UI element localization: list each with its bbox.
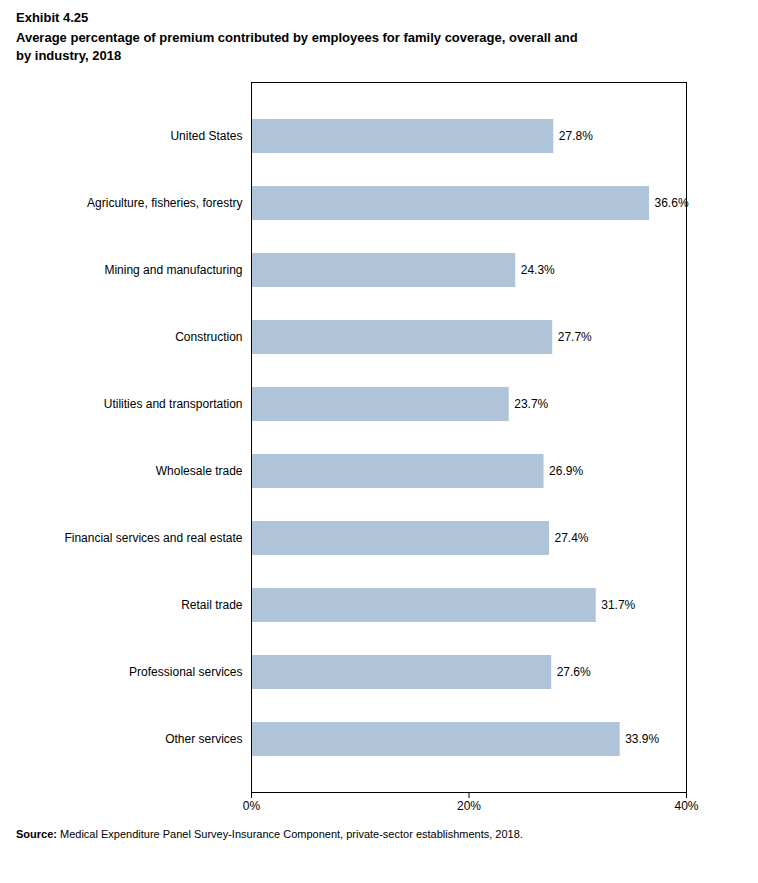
svg-text:United States: United States bbox=[170, 129, 242, 143]
svg-text:23.7%: 23.7% bbox=[514, 397, 548, 411]
svg-text:36.6%: 36.6% bbox=[655, 196, 689, 210]
svg-text:27.6%: 27.6% bbox=[557, 665, 591, 679]
html-text:Exhibit 4.25: Exhibit 4.25 bbox=[16, 10, 89, 25]
svg-text:Agriculture, fisheries, forest: Agriculture, fisheries, forestry bbox=[87, 196, 242, 210]
svg-text:0%: 0% bbox=[243, 799, 261, 813]
svg-text:Wholesale trade: Wholesale trade bbox=[156, 464, 243, 478]
svg-text:27.4%: 27.4% bbox=[554, 531, 588, 545]
svg-text:Other services: Other services bbox=[165, 732, 242, 746]
svg-text:26.9%: 26.9% bbox=[549, 464, 583, 478]
svg-text:24.3%: 24.3% bbox=[521, 263, 555, 277]
html-text:Source: Medical Expenditure Pa: Source: Medical Expenditure Panel Survey… bbox=[16, 828, 523, 841]
svg-text:Utilities and transportation: Utilities and transportation bbox=[104, 397, 243, 411]
svg-text:Professional services: Professional services bbox=[129, 665, 242, 679]
svg-text:Financial services and real es: Financial services and real estate bbox=[64, 531, 242, 545]
svg-text:33.9%: 33.9% bbox=[625, 732, 659, 746]
html-text:Average percentage of premium: Average percentage of premium contribute… bbox=[16, 30, 578, 63]
svg-text:20%: 20% bbox=[457, 799, 481, 813]
svg-text:27.8%: 27.8% bbox=[559, 129, 593, 143]
svg-text:Construction: Construction bbox=[175, 330, 242, 344]
svg-text:Retail trade: Retail trade bbox=[181, 598, 243, 612]
svg-text:Mining and manufacturing: Mining and manufacturing bbox=[104, 263, 242, 277]
svg-text:27.7%: 27.7% bbox=[558, 330, 592, 344]
svg-text:31.7%: 31.7% bbox=[601, 598, 635, 612]
svg-text:40%: 40% bbox=[674, 799, 698, 813]
